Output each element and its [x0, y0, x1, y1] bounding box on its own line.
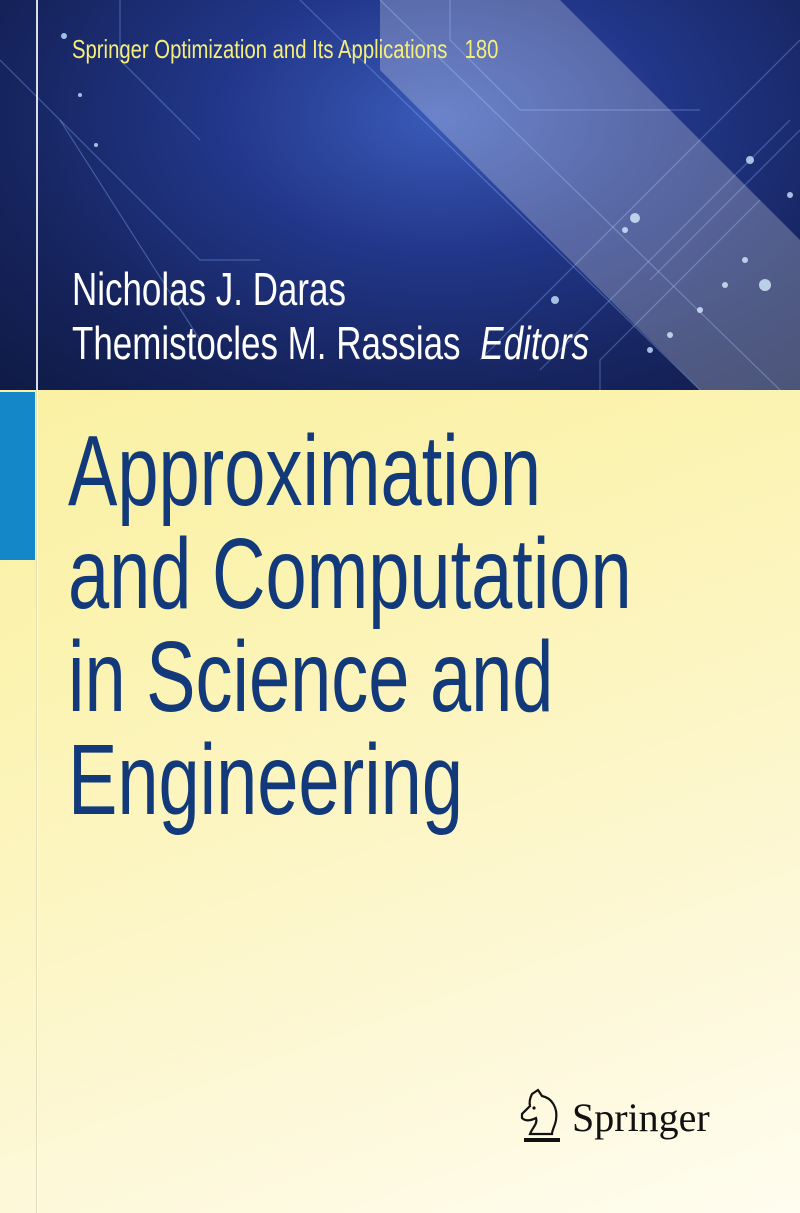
author-name: Themistocles M. Rassias — [72, 317, 461, 369]
circuit-pattern — [0, 0, 800, 390]
author-2: Themistocles M. Rassias Editors — [72, 316, 589, 370]
series-volume: 180 — [464, 34, 499, 64]
title-line: and Computation — [68, 518, 632, 630]
author-name: Nicholas J. Daras — [72, 263, 346, 315]
accent-bar — [0, 392, 35, 560]
author-1: Nicholas J. Daras — [72, 262, 346, 316]
title-line: Engineering — [68, 724, 463, 836]
publisher-logo: Springer — [518, 1088, 710, 1146]
editors-label: Editors — [480, 317, 590, 369]
series-name: Springer Optimization and Its Applicatio… — [72, 34, 448, 64]
cover-vertical-rule — [36, 0, 38, 1213]
book-title: Approximation and Computation in Science… — [68, 420, 632, 832]
cover-artwork — [0, 0, 800, 390]
title-line: Approximation — [68, 415, 542, 527]
title-line: in Science and — [68, 621, 554, 733]
knight-chess-horse-icon — [520, 1088, 560, 1142]
cover-vertical-rule-lower — [36, 390, 37, 1213]
publisher-name: Springer — [572, 1094, 710, 1140]
series-title: Springer Optimization and Its Applicatio… — [72, 34, 498, 65]
